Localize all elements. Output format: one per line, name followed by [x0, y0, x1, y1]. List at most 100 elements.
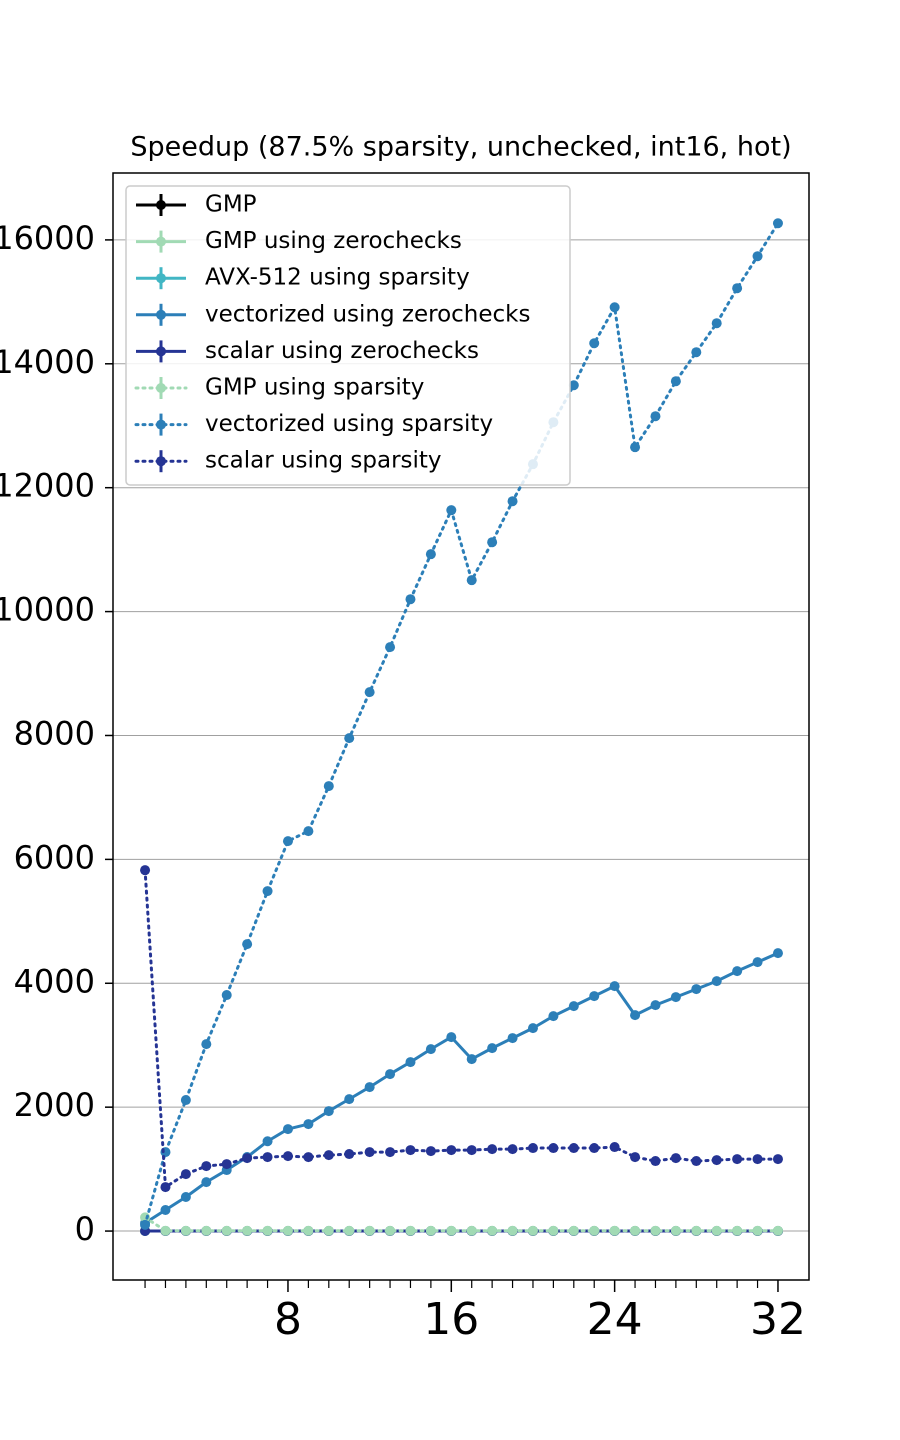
point: [732, 1225, 743, 1236]
point: [364, 1147, 375, 1158]
point: [466, 1054, 477, 1065]
point: [752, 1154, 763, 1165]
point: [589, 338, 600, 349]
point: [732, 283, 743, 294]
point: [262, 1225, 273, 1236]
y-tick-label: 16000: [0, 219, 95, 257]
point: [221, 1159, 232, 1170]
point: [364, 1225, 375, 1236]
point: [405, 1145, 416, 1156]
series: [140, 1212, 783, 1236]
point: [140, 865, 151, 876]
legend: GMP GMP using zerochecks AVX-512 using spa…: [125, 185, 571, 486]
point: [262, 1152, 273, 1163]
point: [691, 984, 702, 995]
point: [446, 1032, 457, 1043]
point: [711, 976, 722, 987]
chart-title: Speedup (87.5% sparsity, unchecked, int1…: [130, 132, 791, 163]
legend-label: vectorized using sparsity: [205, 411, 493, 437]
plot-frame: [112, 172, 810, 1281]
y-tick-label: 12000: [0, 467, 95, 505]
point: [548, 1225, 559, 1236]
y-tick-label: 10000: [0, 591, 95, 629]
point: [487, 1043, 498, 1054]
x-tick-label: 24: [587, 1294, 643, 1345]
series: [140, 948, 783, 1229]
point: [650, 411, 661, 422]
point: [425, 549, 436, 560]
y-tick-label: 2000: [14, 1086, 95, 1124]
point: [446, 505, 457, 516]
point: [711, 318, 722, 329]
point: [568, 380, 579, 391]
point: [589, 1225, 600, 1236]
point: [364, 687, 375, 698]
legend-label: vectorized using zerochecks: [205, 301, 530, 327]
point: [221, 1225, 232, 1236]
point: [650, 1225, 661, 1236]
series-line: [143, 1215, 780, 1233]
legend-marker: [156, 383, 166, 393]
point: [650, 1000, 661, 1011]
point: [487, 537, 498, 548]
point: [303, 1152, 314, 1163]
point: [242, 1225, 253, 1236]
point: [385, 1069, 396, 1080]
y-tick-label: 14000: [0, 343, 95, 381]
point: [772, 218, 783, 229]
point: [548, 1011, 559, 1022]
point: [242, 939, 253, 950]
legend-label: GMP: [205, 192, 257, 218]
x-tick-label: 16: [423, 1294, 479, 1345]
legend-marker: [156, 200, 166, 210]
legend-label: scalar using zerochecks: [205, 338, 479, 364]
series-line: [143, 221, 780, 1227]
point: [262, 886, 273, 897]
point: [425, 1146, 436, 1157]
point: [670, 992, 681, 1003]
series: [140, 218, 783, 1230]
point: [609, 1142, 620, 1153]
point: [732, 1154, 743, 1165]
y-tick-label: 6000: [14, 838, 95, 876]
point: [385, 1147, 396, 1158]
point: [711, 1225, 722, 1236]
point: [221, 990, 232, 1001]
legend-marker: [156, 273, 166, 284]
point: [323, 1225, 334, 1236]
point: [405, 594, 416, 605]
legend-marker: [156, 236, 166, 247]
point: [589, 1143, 600, 1154]
point: [446, 1145, 457, 1156]
point: [180, 1191, 191, 1202]
legend-marker: [156, 309, 166, 320]
point: [180, 1095, 191, 1106]
point: [752, 957, 763, 968]
point: [568, 1001, 579, 1012]
legend-marker: [156, 456, 166, 467]
point: [201, 1039, 212, 1050]
legend-label: GMP using zerochecks: [205, 228, 462, 254]
point: [772, 1154, 783, 1165]
point: [344, 1094, 355, 1105]
y-tick-label: 8000: [14, 714, 95, 752]
point: [282, 1225, 293, 1236]
point: [630, 1010, 641, 1021]
point: [160, 1182, 171, 1193]
point: [630, 442, 641, 453]
point: [487, 1225, 498, 1236]
point: [303, 1225, 314, 1236]
legend-label: AVX-512 using sparsity: [205, 265, 470, 291]
series-line: [143, 868, 780, 1189]
point: [752, 251, 763, 262]
legend-label: scalar using sparsity: [205, 448, 442, 474]
point: [385, 1225, 396, 1236]
point: [364, 1082, 375, 1093]
point: [282, 1151, 293, 1162]
x-tick-label: 8: [274, 1294, 302, 1345]
point: [568, 1225, 579, 1236]
point: [507, 1144, 518, 1155]
point: [466, 1225, 477, 1236]
point: [303, 826, 314, 837]
point: [650, 1156, 661, 1167]
